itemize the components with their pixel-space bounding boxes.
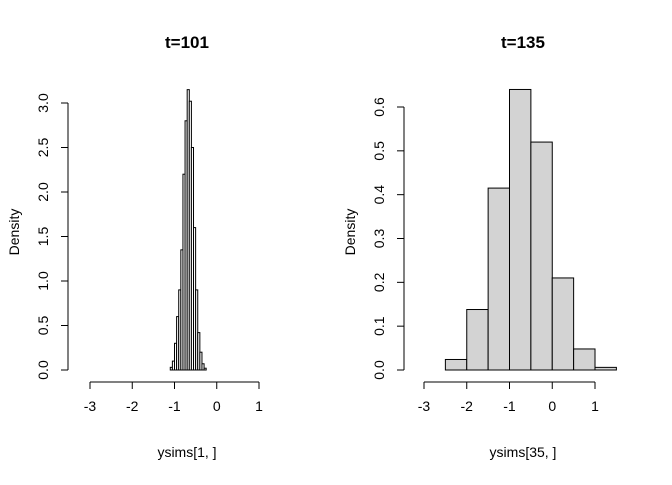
histogram-bar (509, 88, 532, 371)
histogram-bar (199, 351, 203, 371)
histogram-bar (487, 187, 511, 371)
y-tick-label: 2.0 (35, 182, 51, 202)
x-tick-label: 1 (255, 398, 263, 414)
x-tick-label: -1 (168, 398, 181, 414)
histogram-bar (444, 358, 468, 371)
bars (169, 89, 207, 371)
x-tick-label: 0 (213, 398, 221, 414)
x-axis: -3 -2 -1 0 1 (418, 381, 599, 414)
y-axis-label: Density (6, 209, 22, 256)
histogram-bar (530, 141, 553, 371)
y-tick-label: 3.0 (35, 93, 51, 113)
y-tick-label: 2.5 (35, 138, 51, 158)
x-axis-label: ysims[1, ] (157, 444, 216, 460)
x-tick-label: -2 (461, 398, 474, 414)
y-tick-label: 0.5 (371, 141, 387, 161)
histogram-bar (203, 367, 207, 371)
y-tick-label: 0.5 (35, 316, 51, 336)
chart-title: t=135 (501, 33, 545, 52)
histogram-bar (195, 289, 199, 371)
panel-right: t=135 ysims[35, ] Density -3 -2 -1 0 1 0.00.… (342, 33, 617, 460)
x-axis-label: ysims[35, ] (490, 444, 557, 460)
y-tick-label: 0.6 (371, 97, 387, 117)
y-axis-label: Density (342, 209, 358, 256)
y-tick-label: 1.0 (35, 271, 51, 291)
y-tick-label: 0.0 (371, 360, 387, 380)
chart-title: t=101 (165, 33, 209, 52)
y-tick-label: 0.4 (371, 185, 387, 205)
y-tick-label: 0.3 (371, 229, 387, 249)
panel-left: t=101 ysims[1, ] Density -3 -2 -1 0 1 0.0 0.5… (6, 33, 263, 460)
histogram-bar (573, 348, 596, 371)
histogram-bar (201, 363, 205, 371)
histogram-bar (466, 309, 489, 371)
y-axis: 0.0 0.1 0.2 0.3 0.4 0.5 0.6 (371, 97, 405, 380)
x-tick-label: -2 (126, 398, 139, 414)
x-axis: -3 -2 -1 0 1 (84, 381, 263, 414)
y-tick-label: 1.5 (35, 227, 51, 247)
x-tick-label: -1 (503, 398, 516, 414)
y-tick-label: 0.1 (371, 316, 387, 336)
x-tick-label: -3 (418, 398, 431, 414)
x-tick-label: 1 (591, 398, 599, 414)
y-tick-label: 0.2 (371, 272, 387, 292)
histogram-bar (594, 366, 617, 371)
histogram-bar (551, 277, 575, 371)
y-axis: 0.0 0.5 1.0 1.5 2.0 2.5 3.0 (35, 93, 69, 380)
x-tick-label: -3 (84, 398, 97, 414)
histogram-bar (197, 332, 201, 371)
bars (444, 88, 617, 371)
x-tick-label: 0 (548, 398, 556, 414)
y-tick-label: 0.0 (35, 360, 51, 380)
